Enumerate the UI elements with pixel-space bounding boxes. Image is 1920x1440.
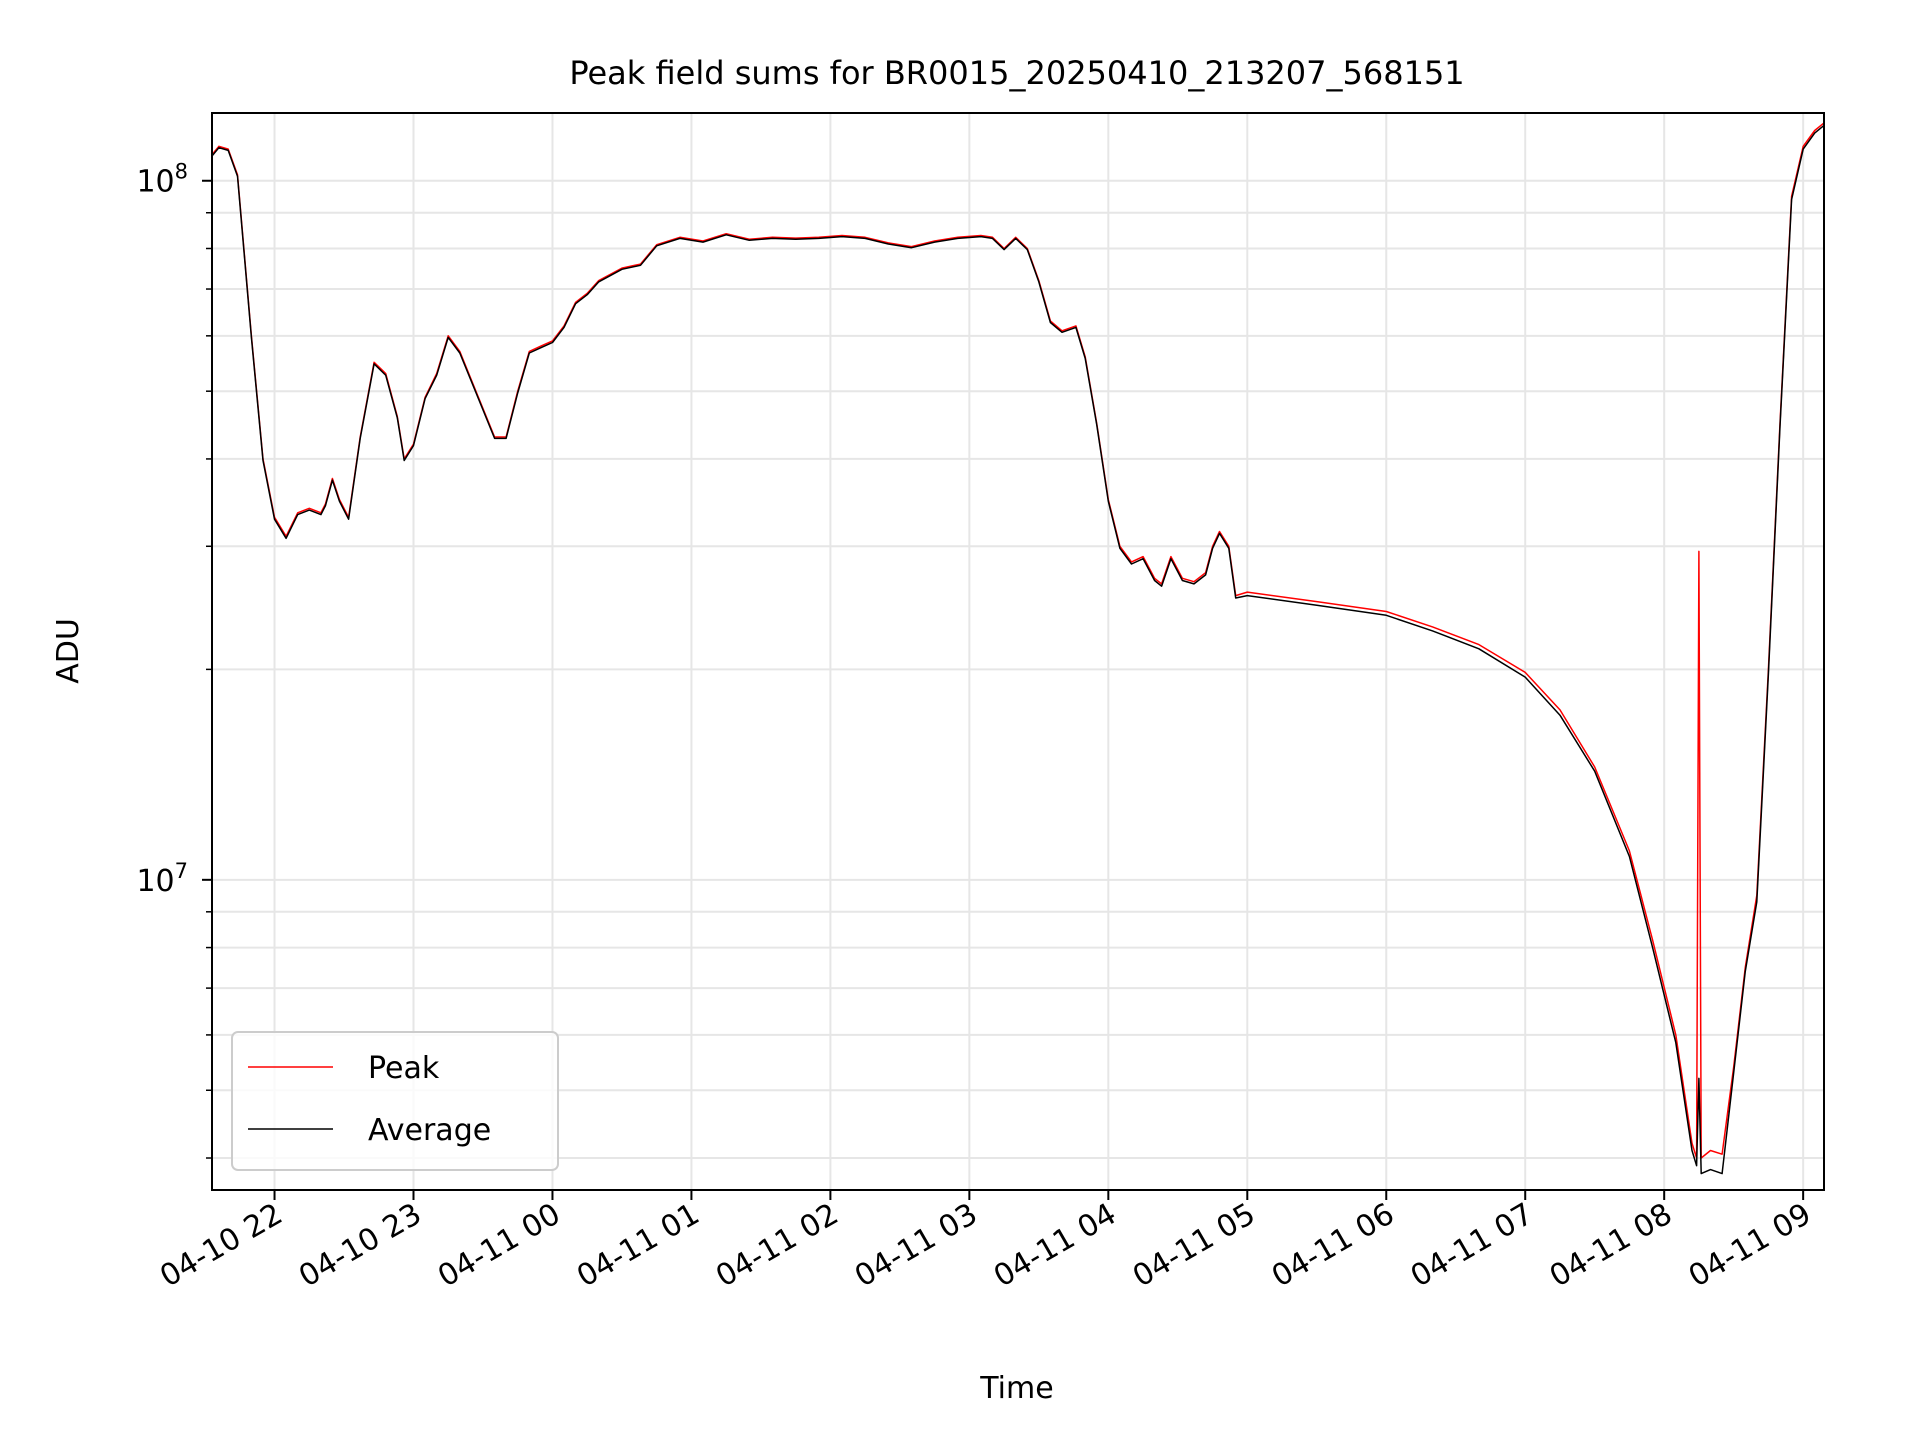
y-tick-label: 108 (136, 160, 188, 200)
series-layer (211, 122, 1825, 1175)
legend-label-peak: Peak (368, 1051, 440, 1086)
x-axis-label: Time (979, 1371, 1053, 1406)
y-tick-exponent: 7 (175, 859, 188, 883)
legend-label-average: Average (368, 1113, 491, 1148)
y-tick-label: 107 (136, 859, 188, 899)
legend: Peak Average (231, 1031, 559, 1171)
y-tick-base: 10 (136, 165, 174, 200)
y-axis-label: ADU (51, 618, 86, 684)
chart-title: Peak field sums for BR0015_20250410_2132… (569, 54, 1464, 92)
y-tick-base: 10 (136, 864, 174, 899)
series-line-peak (211, 122, 1825, 1159)
series-line-average (211, 124, 1825, 1175)
y-tick-exponent: 8 (175, 160, 188, 184)
plot-frame (211, 112, 1825, 1191)
